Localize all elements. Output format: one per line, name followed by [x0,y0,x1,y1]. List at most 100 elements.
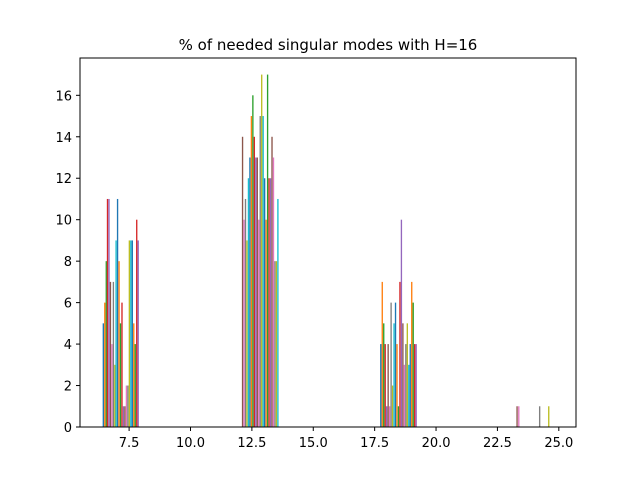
bar [261,74,263,427]
bar [274,261,276,427]
bar [114,364,116,427]
bar [130,240,132,427]
y-tick-label: 10 [55,214,72,229]
bar [384,344,386,427]
bar [134,344,136,427]
bar [271,136,273,427]
bar [275,261,278,427]
bar [263,178,266,427]
x-tick-label: 7.5 [119,436,140,451]
y-tick-label: 6 [64,297,72,312]
bar [402,323,404,427]
bar [253,136,256,427]
y-tick-label: 16 [55,89,72,104]
bars-group [102,74,550,427]
bar [387,344,389,427]
bar [250,116,253,427]
bar [390,302,392,427]
bar [108,198,110,427]
bar [415,344,417,427]
bar [259,116,261,427]
bar [246,240,248,427]
bar [105,261,107,427]
bar [104,302,106,427]
x-tick-label: 20.0 [422,436,451,451]
bar [386,406,388,427]
x-tick-label: 12.5 [237,436,266,451]
bar [124,406,126,427]
y-tick-label: 8 [64,255,72,270]
bar [516,406,518,427]
bar [391,385,394,427]
bar [247,178,250,427]
bar [131,240,133,427]
bar [265,219,267,427]
bar [262,116,264,427]
bar [397,406,400,427]
bar [119,323,122,427]
bar [268,178,270,427]
bar [400,219,403,427]
bar [136,219,138,427]
bar [244,198,247,427]
bar [243,219,245,427]
bar [394,302,397,427]
bar [252,95,254,427]
bar [393,323,395,427]
bar [116,198,119,427]
bar [102,323,104,427]
bar [388,406,391,427]
bar [112,281,115,427]
bar [109,281,112,427]
bar [403,364,406,427]
bar [399,281,401,427]
bar [405,344,407,427]
bar [409,344,411,427]
bar [127,385,129,427]
bar [133,323,135,427]
bar [249,157,251,427]
bar [277,198,279,427]
bar [121,302,123,427]
bar [272,157,275,427]
bar [408,364,410,427]
bar [137,240,139,427]
bar [411,281,413,427]
bar [266,74,269,427]
bar [269,178,272,427]
bar [125,385,128,427]
x-tick-label: 10.0 [176,436,205,451]
y-tick-label: 4 [64,338,72,353]
bar [122,406,125,427]
x-tick-label: 25.0 [544,436,573,451]
bar [381,281,383,427]
chart-title: % of needed singular modes with H=16 [179,36,478,54]
bar [258,219,260,427]
bar [380,344,382,427]
bar [406,323,408,427]
bar [241,136,244,427]
bar [128,240,131,427]
x-tick-label: 15.0 [299,436,328,451]
bar [412,302,414,427]
bar [414,344,416,427]
y-axis-ticks: 0 2 4 6 8 10 12 14 16 [55,89,80,436]
bar [111,344,113,427]
bar [396,344,398,427]
bar [518,406,520,427]
bar [118,261,120,427]
x-axis-ticks: 7.5 10.0 12.5 15.0 17.5 20.0 22.5 25.0 [119,427,573,451]
y-tick-label: 0 [64,421,72,436]
bar [255,157,257,427]
bar [256,157,258,427]
x-tick-label: 22.5 [483,436,512,451]
y-tick-label: 14 [55,131,72,146]
x-tick-label: 17.5 [360,436,389,451]
bar [383,323,385,427]
bar [548,406,550,427]
y-tick-label: 12 [55,172,72,187]
plot-area-frame [79,57,577,428]
bar [106,198,109,427]
